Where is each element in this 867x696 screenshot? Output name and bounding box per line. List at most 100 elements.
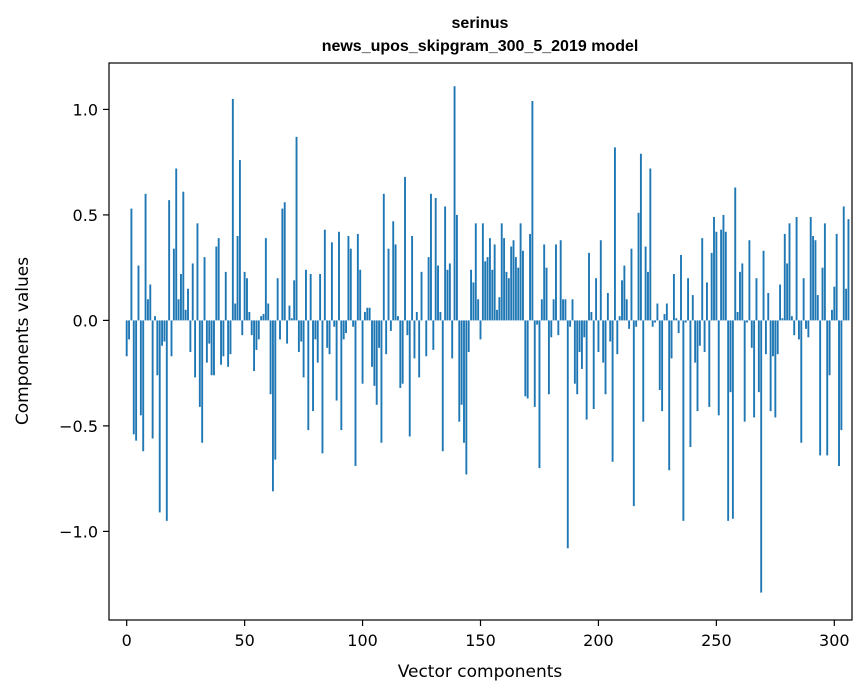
- bar-18: [168, 200, 171, 321]
- bar-17: [165, 320, 168, 521]
- x-tick-label: 250: [701, 631, 732, 650]
- bar-48: [238, 160, 241, 321]
- bar-103: [368, 307, 371, 321]
- bar-293: [816, 295, 819, 321]
- bar-194: [583, 320, 586, 338]
- bar-274: [772, 320, 774, 357]
- bar-20: [172, 248, 175, 321]
- bar-218: [639, 153, 642, 321]
- bar-22: [177, 299, 180, 321]
- bar-130: [432, 320, 435, 350]
- bar-259: [736, 311, 739, 321]
- bar-45: [231, 98, 234, 321]
- bar-40: [220, 320, 222, 365]
- bar-154: [488, 238, 491, 321]
- bar-186: [564, 299, 567, 321]
- bar-268: [757, 320, 760, 393]
- bar-58: [262, 314, 265, 321]
- bar-74: [300, 320, 303, 342]
- bar-121: [411, 236, 414, 321]
- bar-220: [644, 246, 647, 321]
- bar-153: [486, 257, 489, 321]
- bar-173: [533, 320, 536, 407]
- bar-42: [224, 271, 227, 321]
- bar-303: [840, 320, 843, 431]
- bar-241: [694, 320, 697, 363]
- bar-208: [616, 320, 619, 355]
- bar-49: [241, 320, 244, 336]
- bar-30: [196, 223, 199, 321]
- bar-258: [734, 187, 737, 321]
- bar-60: [267, 303, 270, 321]
- bar-99: [359, 269, 362, 321]
- y-axis-label: Components values: [13, 257, 33, 425]
- bar-204: [606, 292, 609, 321]
- bar-128: [427, 257, 430, 321]
- bar-226: [658, 320, 661, 391]
- bar-41: [222, 320, 225, 357]
- bar-102: [366, 307, 369, 321]
- bar-147: [472, 282, 475, 321]
- bar-21: [175, 168, 178, 321]
- bar-190: [573, 320, 576, 384]
- bar-247: [708, 320, 711, 407]
- bar-37: [213, 320, 215, 376]
- bar-164: [512, 240, 515, 321]
- bar-52: [248, 311, 251, 321]
- bar-282: [790, 316, 793, 321]
- bar-275: [774, 320, 777, 418]
- bar-183: [557, 320, 560, 336]
- bar-82: [319, 273, 322, 321]
- bar-280: [786, 263, 789, 321]
- x-axis-label: Vector components: [398, 662, 563, 682]
- bar-157: [496, 309, 498, 321]
- bar-27: [189, 320, 192, 353]
- bar-140: [455, 214, 458, 321]
- bar-182: [555, 244, 557, 321]
- bar-193: [580, 320, 583, 369]
- bar-263: [746, 320, 748, 323]
- bar-292: [814, 240, 817, 321]
- bar-251: [717, 320, 720, 416]
- bar-61: [269, 320, 272, 395]
- bar-110: [385, 320, 388, 355]
- bar-151: [481, 223, 484, 321]
- bar-245: [703, 320, 706, 353]
- bar-134: [441, 320, 444, 452]
- bar-195: [585, 320, 588, 420]
- bar-129: [430, 193, 432, 321]
- bar-242: [696, 320, 699, 412]
- y-tick-label: 0.5: [73, 206, 98, 225]
- bar-177: [543, 244, 546, 321]
- bar-203: [604, 320, 607, 395]
- bar-123: [415, 311, 418, 321]
- bar-155: [491, 269, 494, 321]
- bar-124: [418, 320, 421, 378]
- bar-131: [434, 198, 437, 321]
- bar-230: [668, 320, 671, 471]
- bar-50: [243, 271, 246, 321]
- bar-91: [340, 320, 343, 431]
- bar-34: [205, 320, 208, 363]
- bar-105: [373, 320, 376, 386]
- bar-287: [802, 278, 805, 321]
- bar-78: [309, 273, 312, 321]
- bar-92: [342, 320, 345, 340]
- bar-161: [505, 271, 508, 321]
- bar-235: [680, 255, 682, 321]
- y-tick-label: −0.5: [59, 417, 98, 436]
- bar-171: [529, 233, 531, 321]
- bar-207: [614, 147, 616, 321]
- bar-133: [439, 311, 442, 321]
- bar-135: [444, 206, 447, 321]
- bar-262: [743, 320, 746, 422]
- bar-286: [800, 320, 803, 443]
- bar-15: [161, 320, 164, 346]
- bar-239: [689, 320, 692, 447]
- bar-266: [753, 320, 756, 418]
- bar-59: [264, 238, 267, 321]
- bar-201: [599, 240, 602, 321]
- bar-120: [408, 320, 411, 437]
- bar-188: [569, 320, 572, 327]
- bar-224: [654, 320, 656, 323]
